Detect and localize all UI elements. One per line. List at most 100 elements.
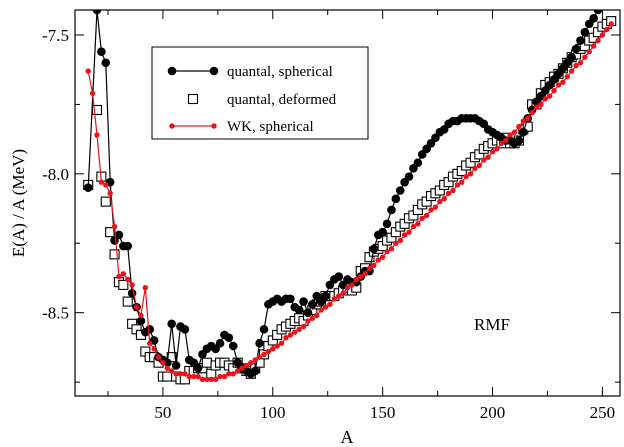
data-point bbox=[138, 312, 144, 319]
data-point bbox=[459, 179, 465, 185]
data-point bbox=[215, 338, 225, 348]
data-point bbox=[278, 340, 285, 346]
data-point bbox=[230, 371, 236, 377]
data-point bbox=[604, 26, 610, 33]
data-point bbox=[118, 279, 129, 290]
data-point bbox=[441, 196, 447, 202]
legend-swatch-marker bbox=[169, 123, 175, 129]
data-point bbox=[212, 376, 219, 383]
data-point bbox=[166, 352, 177, 363]
data-point bbox=[404, 172, 414, 181]
legend-label: quantal, deformed bbox=[227, 92, 337, 108]
data-point bbox=[393, 240, 399, 246]
data-point bbox=[147, 340, 153, 346]
data-point bbox=[129, 282, 135, 288]
data-point bbox=[199, 376, 206, 383]
data-point bbox=[445, 190, 452, 196]
data-point bbox=[125, 276, 131, 283]
data-point bbox=[114, 230, 124, 240]
series-layer bbox=[83, 0, 617, 385]
data-point bbox=[397, 237, 403, 244]
data-point bbox=[463, 173, 469, 180]
data-point bbox=[103, 182, 109, 188]
legend-box bbox=[151, 46, 369, 140]
data-point bbox=[413, 158, 423, 168]
data-point bbox=[151, 346, 157, 352]
data-point bbox=[171, 361, 181, 370]
x-tick-label: 250 bbox=[590, 403, 616, 422]
legend-label: quantal, spherical bbox=[227, 64, 333, 80]
data-point bbox=[519, 127, 528, 137]
data-point bbox=[467, 171, 474, 177]
data-point bbox=[164, 365, 170, 371]
data-point bbox=[100, 196, 111, 207]
data-point bbox=[224, 333, 234, 342]
data-point bbox=[208, 376, 214, 383]
legend-swatch-marker bbox=[187, 93, 199, 105]
data-point bbox=[344, 284, 351, 291]
data-point bbox=[586, 48, 592, 55]
data-point bbox=[160, 359, 166, 366]
x-tick-label: 50 bbox=[154, 403, 171, 422]
data-point bbox=[507, 132, 513, 138]
data-point bbox=[454, 182, 461, 188]
data-point bbox=[308, 300, 317, 309]
annotation-rmf: RMF bbox=[474, 315, 510, 334]
data-point bbox=[309, 315, 316, 321]
data-point bbox=[303, 308, 313, 317]
data-point bbox=[120, 271, 127, 277]
data-point bbox=[514, 136, 524, 145]
data-point bbox=[193, 363, 203, 373]
data-point bbox=[582, 54, 588, 60]
data-point bbox=[538, 101, 544, 108]
data-point bbox=[573, 62, 579, 69]
data-point bbox=[481, 157, 487, 163]
series-2 bbox=[85, 21, 614, 383]
data-point bbox=[270, 346, 276, 352]
data-point bbox=[334, 272, 344, 281]
data-point bbox=[234, 368, 241, 374]
data-point bbox=[340, 290, 346, 296]
data-point bbox=[85, 68, 91, 74]
data-point bbox=[294, 305, 304, 315]
data-point bbox=[349, 282, 355, 288]
data-point bbox=[83, 183, 93, 193]
data-point bbox=[551, 87, 557, 94]
data-point bbox=[177, 371, 184, 377]
data-point bbox=[261, 351, 267, 358]
data-point bbox=[498, 140, 505, 146]
data-point bbox=[287, 332, 294, 338]
data-point bbox=[410, 223, 417, 230]
data-point bbox=[379, 254, 386, 260]
data-point bbox=[378, 227, 387, 237]
data-point bbox=[555, 82, 562, 88]
x-tick-label: 150 bbox=[370, 403, 396, 422]
data-point bbox=[366, 265, 373, 271]
data-point bbox=[472, 165, 478, 171]
data-point bbox=[265, 348, 272, 355]
data-point bbox=[204, 376, 210, 383]
data-point bbox=[98, 179, 105, 185]
data-point bbox=[375, 257, 381, 263]
y-tick-label: -8.0 bbox=[42, 165, 69, 184]
data-point bbox=[136, 316, 146, 326]
data-point bbox=[406, 229, 412, 235]
data-point bbox=[127, 288, 137, 298]
data-point bbox=[603, 0, 612, 3]
data-point bbox=[162, 371, 173, 382]
data-point bbox=[489, 148, 496, 155]
data-point bbox=[274, 343, 280, 349]
data-point bbox=[401, 232, 408, 238]
data-point bbox=[142, 284, 149, 291]
data-point bbox=[182, 371, 188, 377]
data-point bbox=[168, 368, 175, 374]
data-point bbox=[286, 294, 295, 304]
legend-swatch-marker bbox=[167, 66, 177, 76]
data-point bbox=[590, 43, 597, 49]
data-point bbox=[608, 21, 614, 27]
data-point bbox=[167, 319, 176, 329]
data-point bbox=[296, 326, 302, 333]
data-point bbox=[567, 52, 576, 62]
legend: quantal, spherical quantal, deformed WK, s… bbox=[151, 46, 369, 140]
data-point bbox=[123, 241, 133, 251]
